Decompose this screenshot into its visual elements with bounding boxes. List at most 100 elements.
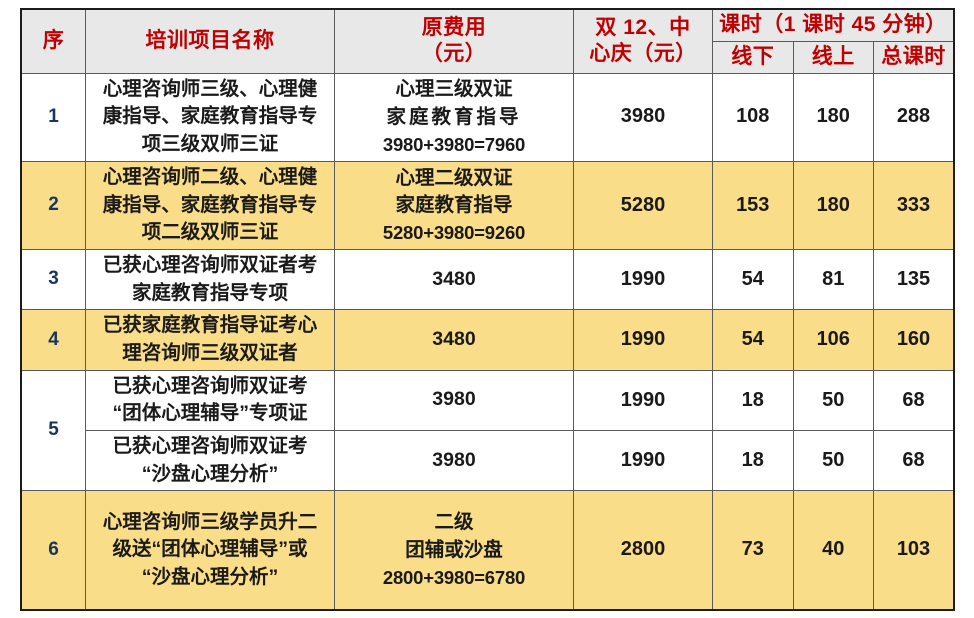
table-row: 4 已获家庭教育指导证考心 理咨询师三级双证者 3480 1990 54 106 160 [20,309,955,371]
program-name-line: 已获心理咨询师双证考 [112,435,308,457]
cell-offline-hours: 73 [712,490,794,611]
cell-total-hours: 288 [873,72,955,162]
program-name-line: 康指导、家庭教育指导专 [102,105,318,128]
cell-total-hours: 68 [873,369,955,432]
table-row: 2 心理咨询师二级、心理健 康指导、家庭教育指导专 项二级双师三证 心理二级双证 家庭教育… [20,160,955,250]
original-fee-line: 家庭教育指导 [386,106,522,129]
program-name-line: 项二级双师三证 [141,221,279,244]
cell-promo-fee: 1990 [573,248,713,311]
cell-online-hours: 50 [792,429,874,492]
cell-online-hours: 50 [792,369,874,432]
cell-offline-hours: 54 [712,309,794,371]
original-fee-line: 3980+3980=7960 [382,133,526,155]
cell-original-fee: 3980 [334,429,574,492]
program-name-line: 家庭教育指导专项 [131,281,288,304]
cell-online-hours: 180 [792,72,874,162]
header-promo-fee-line2: 心庆（元） [589,42,697,66]
original-fee-line: 心理三级双证 [395,78,513,101]
header-online-hours: 线上 [792,40,874,74]
header-class-hours-group: 课时（1 课时 45 分钟） [712,8,955,42]
header-promo-fee-line1: 双 12、中 [595,15,691,39]
program-name-line: 级送“团体心理辅导”或 [112,538,308,561]
cell-original-fee: 3980 [334,369,574,432]
header-seq: 序 [20,8,86,74]
cell-total-hours: 68 [873,429,955,492]
cell-sequence: 2 [20,160,86,250]
original-fee-line: 3480 [432,328,476,351]
cell-online-hours: 40 [792,490,874,611]
cell-offline-hours: 54 [712,248,794,311]
pricing-table-container: 序 培训项目名称 原费用 （元） 双 12、中 心庆（元） 课时（1 课时 45… [20,8,955,611]
cell-program-name: 已获心理咨询师双证考 “团体心理辅导”专项证 [85,369,335,432]
table-row: 1 心理咨询师三级、心理健 康指导、家庭教育指导专 项三级双师三证 心理三级双证 家庭教育… [20,72,955,162]
cell-sequence: 1 [20,72,86,162]
table-row: 已获心理咨询师双证考 “沙盘心理分析” 3980 1990 18 50 68 [21,429,955,492]
program-name-line: 已获心理咨询师双证考 [112,374,308,397]
cell-program-name: 心理咨询师三级学员升二 级送“团体心理辅导”或 “沙盘心理分析” [85,490,335,611]
table-row: 6 心理咨询师三级学员升二 级送“团体心理辅导”或 “沙盘心理分析” 二级团辅或沙盘 28… [20,490,955,611]
original-fee-line: 家庭教育指导 [395,194,513,217]
cell-promo-fee: 5280 [573,160,713,250]
cell-total-hours: 135 [873,248,955,311]
header-original-fee-line1: 原费用 [421,15,487,39]
cell-original-fee: 3480 [334,248,574,311]
header-row-2: 线下 线上 总课时 [21,40,955,74]
program-name-line: “团体心理辅导”专项证 [112,402,308,425]
program-name-line: “沙盘心理分析” [141,462,279,485]
cell-sequence: 5 [20,369,86,492]
header-offline-hours: 线下 [712,40,794,74]
header-original-fee-line2: （元） [421,42,487,66]
cell-online-hours: 81 [792,248,874,311]
program-name-line: 康指导、家庭教育指导专 [102,193,318,216]
cell-program-name: 已获心理咨询师双证考 “沙盘心理分析” [85,429,335,492]
original-fee-line: 3980 [432,448,476,471]
cell-total-hours: 333 [873,160,955,250]
cell-offline-hours: 18 [712,369,794,432]
header-promo-fee: 双 12、中 心庆（元） [573,8,713,74]
cell-original-fee: 3480 [334,309,574,371]
original-fee-line: 3480 [432,267,476,290]
header-total-hours: 总课时 [873,40,955,74]
header-original-fee: 原费用 （元） [334,8,574,74]
cell-promo-fee: 1990 [573,429,713,492]
header-row-1: 序 培训项目名称 原费用 （元） 双 12、中 心庆（元） 课时（1 课时 45… [20,8,955,74]
program-name-line: 已获心理咨询师双证者考 [102,253,318,276]
cell-program-name: 已获家庭教育指导证考心 理咨询师三级双证者 [85,309,335,371]
cell-total-hours: 160 [873,309,955,371]
cell-program-name: 已获心理咨询师双证者考 家庭教育指导专项 [85,248,335,311]
original-fee-line: 团辅或沙盘 [405,538,503,561]
original-fee-line: 5280+3980=9260 [382,221,526,243]
cell-sequence: 6 [20,490,86,611]
cell-program-name: 心理咨询师二级、心理健 康指导、家庭教育指导专 项二级双师三证 [85,160,335,250]
original-fee-line: 心理二级双证 [395,166,513,189]
cell-online-hours: 106 [792,309,874,371]
cell-promo-fee: 1990 [573,309,713,371]
cell-original-fee: 心理二级双证 家庭教育指导 5280+3980=9260 [334,160,574,250]
program-name-line: 心理咨询师三级学员升二 [102,510,318,533]
original-fee-line: 3980 [432,388,476,411]
table-row: 5 已获心理咨询师双证考 “团体心理辅导”专项证 3980 1990 18 50 68 [20,369,955,492]
cell-promo-fee: 1990 [573,369,713,432]
cell-online-hours: 180 [792,160,874,250]
cell-offline-hours: 108 [712,72,794,162]
cell-promo-fee: 2800 [573,490,713,611]
program-name-line: 已获家庭教育指导证考心 [102,314,318,337]
cell-total-hours: 103 [873,490,955,611]
program-name-line: 项三级双师三证 [141,133,279,156]
cell-offline-hours: 18 [712,429,794,492]
training-pricing-table: 序 培训项目名称 原费用 （元） 双 12、中 心庆（元） 课时（1 课时 45… [20,8,955,611]
program-name-line: “沙盘心理分析” [141,565,279,588]
cell-original-fee: 心理三级双证 家庭教育指导 3980+3980=7960 [334,72,574,162]
cell-sequence: 3 [20,248,86,311]
cell-sequence: 4 [20,309,86,371]
cell-offline-hours: 153 [712,160,794,250]
program-name-line: 心理咨询师二级、心理健 [102,165,318,188]
cell-original-fee: 二级团辅或沙盘 2800+3980=6780 [334,490,574,611]
original-fee-line: 2800+3980=6780 [382,566,526,588]
header-program-name: 培训项目名称 [85,8,335,74]
table-body: 1 心理咨询师三级、心理健 康指导、家庭教育指导专 项三级双师三证 心理三级双证 家庭教育… [20,72,955,611]
cell-promo-fee: 3980 [573,72,713,162]
table-header: 序 培训项目名称 原费用 （元） 双 12、中 心庆（元） 课时（1 课时 45… [20,8,955,74]
cell-program-name: 心理咨询师三级、心理健 康指导、家庭教育指导专 项三级双师三证 [85,72,335,162]
original-fee-line: 二级 [434,511,474,534]
